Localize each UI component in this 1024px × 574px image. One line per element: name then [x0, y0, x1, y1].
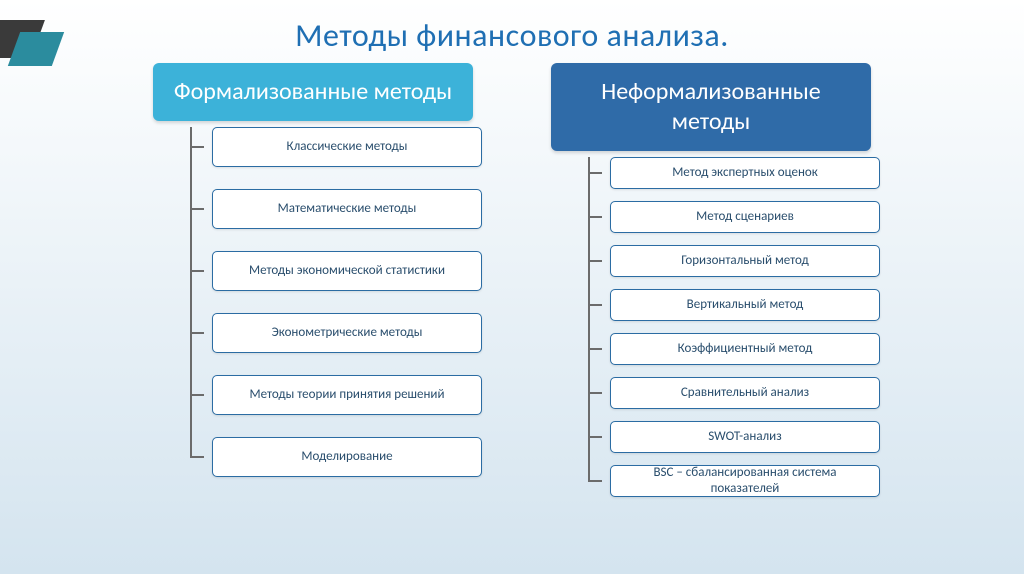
list-item: SWOT-анализ	[610, 421, 880, 453]
column-right: Неформализованные методы Метод экспертны…	[542, 63, 880, 497]
header-left: Формализованные методы	[153, 63, 473, 121]
list-item: Вертикальный метод	[610, 289, 880, 321]
column-left: Формализованные методы Классические мето…	[144, 63, 482, 497]
spine-right	[588, 157, 602, 497]
list-item: Методы экономической статистики	[212, 251, 482, 291]
corner-decoration	[0, 20, 60, 80]
list-item: Эконометрические методы	[212, 313, 482, 353]
list-item: Метод сценариев	[610, 201, 880, 233]
page-title: Методы финансового анализа.	[0, 0, 1024, 55]
header-right: Неформализованные методы	[551, 63, 871, 151]
list-item: Математические методы	[212, 189, 482, 229]
list-item: Методы теории принятия решений	[212, 375, 482, 415]
list-item: BSC – сбалансированная система показател…	[610, 465, 880, 497]
list-item: Коэффициентный метод	[610, 333, 880, 365]
spine-left	[190, 127, 204, 477]
list-item: Метод экспертных оценок	[610, 157, 880, 189]
right-items-wrap: Метод экспертных оценок Метод сценариев Го…	[542, 157, 880, 497]
list-item: Моделирование	[212, 437, 482, 477]
list-item: Классические методы	[212, 127, 482, 167]
columns-container: Формализованные методы Классические мето…	[0, 63, 1024, 497]
list-item: Сравнительный анализ	[610, 377, 880, 409]
items-left: Классические методы Математические методы…	[212, 127, 482, 477]
list-item: Горизонтальный метод	[610, 245, 880, 277]
items-right: Метод экспертных оценок Метод сценариев Го…	[610, 157, 880, 497]
left-items-wrap: Классические методы Математические методы…	[144, 127, 482, 477]
